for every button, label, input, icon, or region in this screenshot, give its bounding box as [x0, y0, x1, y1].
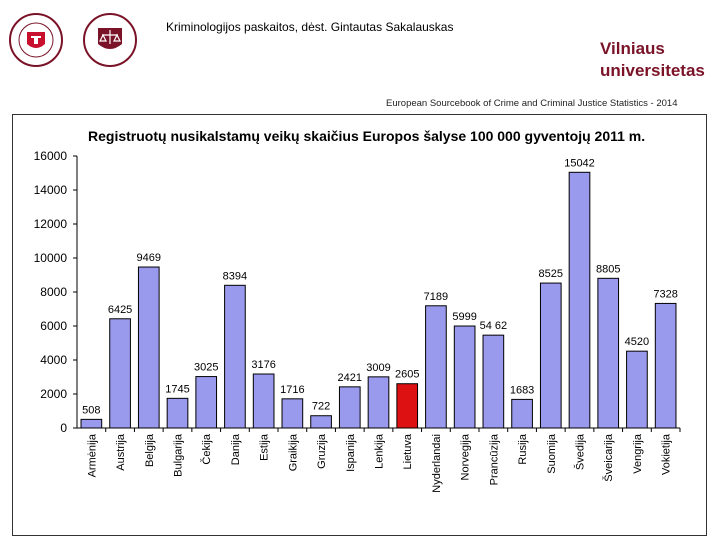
y-tick-label: 0 [60, 421, 67, 435]
category-label: Lenkija [374, 433, 386, 469]
y-tick-label: 4000 [40, 353, 67, 367]
bar [568, 171, 591, 429]
category-label: Estija [259, 433, 271, 461]
category-label: Norvegija [460, 433, 472, 480]
data-label: 1716 [280, 384, 304, 396]
data-label: 2421 [338, 372, 362, 384]
bar [224, 284, 246, 429]
data-label: 15042 [564, 157, 595, 169]
lecturer-note: Kriminologijos paskaitos, dėst. Gintauta… [166, 20, 454, 34]
bar [252, 373, 275, 429]
category-label: Čekija [200, 433, 213, 464]
data-label: 54 62 [480, 320, 508, 332]
category-label: Lietuva [402, 433, 414, 469]
vilnius-university-seal-logo [8, 8, 64, 72]
category-label: Prancūzija [488, 433, 500, 485]
chart-title: Registruotų nusikalstamų veikų skaičius … [88, 128, 646, 144]
data-label: 4520 [625, 336, 649, 348]
bar [137, 266, 160, 429]
data-label: 7189 [424, 291, 448, 303]
data-label: 8525 [539, 268, 563, 280]
category-label: Bulgarija [173, 433, 185, 477]
bar [310, 415, 332, 429]
bar [166, 397, 189, 429]
data-label: 1683 [510, 384, 534, 396]
y-tick-label: 16000 [34, 149, 68, 163]
category-label: Austrija [115, 433, 127, 471]
bar [453, 325, 476, 429]
university-line-1: Vilniaus [600, 39, 665, 58]
category-label: Vengrija [632, 433, 644, 474]
category-label: Belgija [144, 433, 156, 467]
category-label: Švedija [574, 433, 587, 470]
bar [654, 302, 677, 429]
category-label: Gruzija [316, 433, 328, 469]
category-label: Graikija [287, 433, 299, 471]
source-note: European Sourcebook of Crime and Crimina… [386, 98, 678, 109]
bar [338, 386, 361, 429]
bar [597, 277, 620, 429]
data-label: 6425 [108, 304, 132, 316]
bar [367, 376, 390, 429]
university-line-2: universitetas [600, 61, 705, 80]
data-label: 2605 [395, 369, 419, 381]
bar [396, 383, 419, 429]
data-label: 3009 [366, 362, 390, 374]
y-tick-label: 6000 [40, 319, 67, 333]
y-tick-label: 14000 [34, 183, 68, 197]
bar [482, 334, 505, 429]
data-label: 8394 [223, 270, 247, 282]
category-label: Armėnija [86, 433, 98, 477]
y-tick-label: 12000 [34, 217, 68, 231]
data-label: 5999 [452, 311, 476, 323]
bar [511, 398, 533, 429]
y-tick-label: 2000 [40, 387, 67, 401]
category-label: Vokietija [661, 433, 673, 475]
data-label: 508 [82, 404, 100, 416]
category-label: Nyderlandai [431, 434, 443, 493]
y-tick-label: 8000 [40, 285, 67, 299]
bar [539, 282, 562, 429]
data-label: 3176 [251, 359, 275, 371]
category-label: Rusija [517, 433, 529, 464]
data-label: 9469 [137, 252, 161, 264]
university-wordmark: Vilniaus universitetas [600, 38, 705, 82]
y-tick-label: 10000 [34, 251, 68, 265]
law-faculty-seal-logo [82, 8, 138, 72]
category-label: Danija [230, 433, 242, 465]
bar [80, 418, 103, 429]
category-label: Ispanija [345, 433, 357, 472]
data-label: 3025 [194, 362, 218, 374]
bar [425, 305, 447, 429]
data-label: 1745 [165, 383, 189, 395]
bar [109, 318, 131, 429]
category-label: Suomija [546, 433, 558, 474]
data-label: 7328 [653, 288, 677, 300]
data-label: 722 [312, 401, 330, 413]
bar [626, 350, 648, 429]
data-label: 8805 [596, 263, 620, 275]
category-label: Šveicarija [602, 433, 615, 482]
bar [281, 398, 304, 429]
bar [195, 376, 218, 429]
